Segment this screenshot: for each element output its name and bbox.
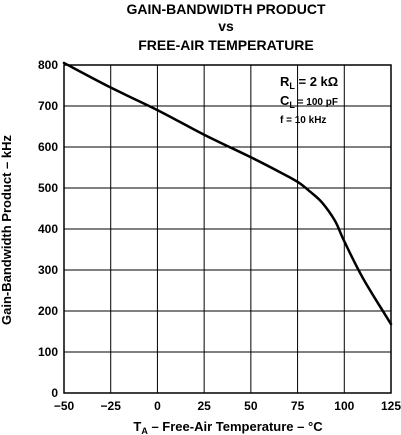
- chart-title-line-3: FREE-AIR TEMPERATURE: [138, 37, 314, 53]
- grid-lines: [63, 64, 392, 394]
- y-tick-label: 0: [51, 386, 58, 400]
- annotation-cl-main: C: [280, 93, 290, 108]
- x-tick-label: −50: [54, 399, 75, 413]
- x-tick-label: −25: [101, 399, 122, 413]
- annotation-cl-sub: L: [289, 100, 295, 110]
- y-tick-label: 300: [38, 263, 58, 277]
- x-tick-label: 75: [291, 399, 305, 413]
- annotation-cl: CL = 100 pF: [280, 93, 338, 110]
- x-axis-label: TA – Free-Air Temperature – °C: [133, 419, 323, 435]
- annotation-rl: RL = 2 kΩ: [280, 74, 338, 91]
- y-axis-label: Gain-Bandwidth Product – kHz: [0, 135, 14, 325]
- x-axis-label-rest: – Free-Air Temperature – °C: [148, 419, 323, 434]
- annotation-rl-sub: L: [289, 81, 295, 91]
- x-tick-label: 50: [244, 399, 258, 413]
- x-tick-label: 0: [154, 399, 161, 413]
- x-tick-label: 125: [381, 399, 401, 413]
- y-axis-ticks: 0 100 200 300 400 500 600 700 800: [38, 58, 58, 400]
- x-axis-label-sub: A: [141, 426, 148, 435]
- series-line-gbw: [62, 61, 393, 326]
- x-axis-ticks: −50 −25 0 25 50 75 100 125: [54, 399, 401, 413]
- y-tick-label: 700: [38, 99, 58, 113]
- y-tick-label: 100: [38, 345, 58, 359]
- y-tick-label: 200: [38, 304, 58, 318]
- plot-frame: [63, 64, 392, 394]
- chart-title-line-2: vs: [218, 18, 234, 34]
- y-tick-label: 600: [38, 140, 58, 154]
- annotation-f: f = 10 kHz: [280, 115, 326, 126]
- annotation-rl-rest: = 2 kΩ: [295, 74, 338, 89]
- chart-title-line-1: GAIN-BANDWIDTH PRODUCT: [126, 1, 326, 17]
- x-tick-label: 100: [334, 399, 354, 413]
- y-tick-label: 400: [38, 222, 58, 236]
- y-tick-label: 500: [38, 181, 58, 195]
- annotation-f-main: f: [280, 115, 284, 126]
- y-tick-label: 800: [38, 58, 58, 72]
- x-axis-label-main: T: [133, 419, 141, 434]
- annotation-cl-rest: = 100 pF: [295, 97, 338, 108]
- x-tick-label: 25: [197, 399, 211, 413]
- annotation-rl-main: R: [280, 74, 290, 89]
- annotation-f-rest: = 10 kHz: [283, 115, 326, 126]
